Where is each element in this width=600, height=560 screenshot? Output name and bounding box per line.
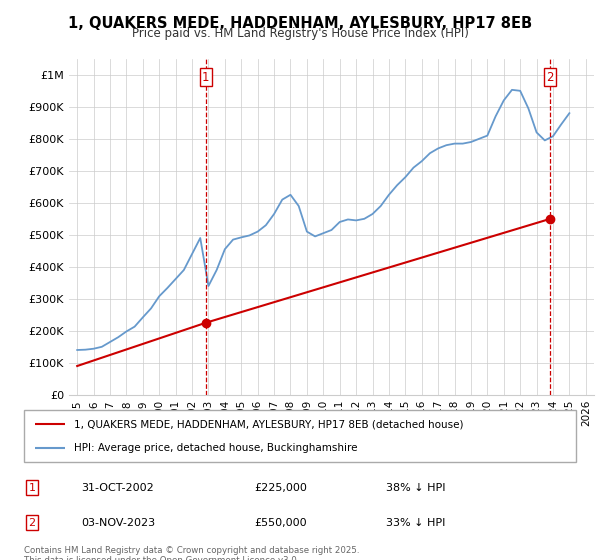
Text: £225,000: £225,000: [254, 483, 307, 493]
Text: HPI: Average price, detached house, Buckinghamshire: HPI: Average price, detached house, Buck…: [74, 443, 357, 453]
Text: 2: 2: [29, 518, 36, 528]
Text: Contains HM Land Registry data © Crown copyright and database right 2025.
This d: Contains HM Land Registry data © Crown c…: [24, 546, 359, 560]
Text: Price paid vs. HM Land Registry's House Price Index (HPI): Price paid vs. HM Land Registry's House …: [131, 27, 469, 40]
Text: 1: 1: [202, 71, 209, 83]
Text: 31-OCT-2002: 31-OCT-2002: [81, 483, 154, 493]
Text: 1, QUAKERS MEDE, HADDENHAM, AYLESBURY, HP17 8EB (detached house): 1, QUAKERS MEDE, HADDENHAM, AYLESBURY, H…: [74, 419, 463, 430]
Text: 2: 2: [547, 71, 554, 83]
Text: 1: 1: [29, 483, 35, 493]
Text: 33% ↓ HPI: 33% ↓ HPI: [386, 518, 446, 528]
Text: 38% ↓ HPI: 38% ↓ HPI: [386, 483, 446, 493]
Text: 1, QUAKERS MEDE, HADDENHAM, AYLESBURY, HP17 8EB: 1, QUAKERS MEDE, HADDENHAM, AYLESBURY, H…: [68, 16, 532, 31]
Text: 03-NOV-2023: 03-NOV-2023: [81, 518, 155, 528]
Text: £550,000: £550,000: [254, 518, 307, 528]
FancyBboxPatch shape: [24, 410, 576, 462]
